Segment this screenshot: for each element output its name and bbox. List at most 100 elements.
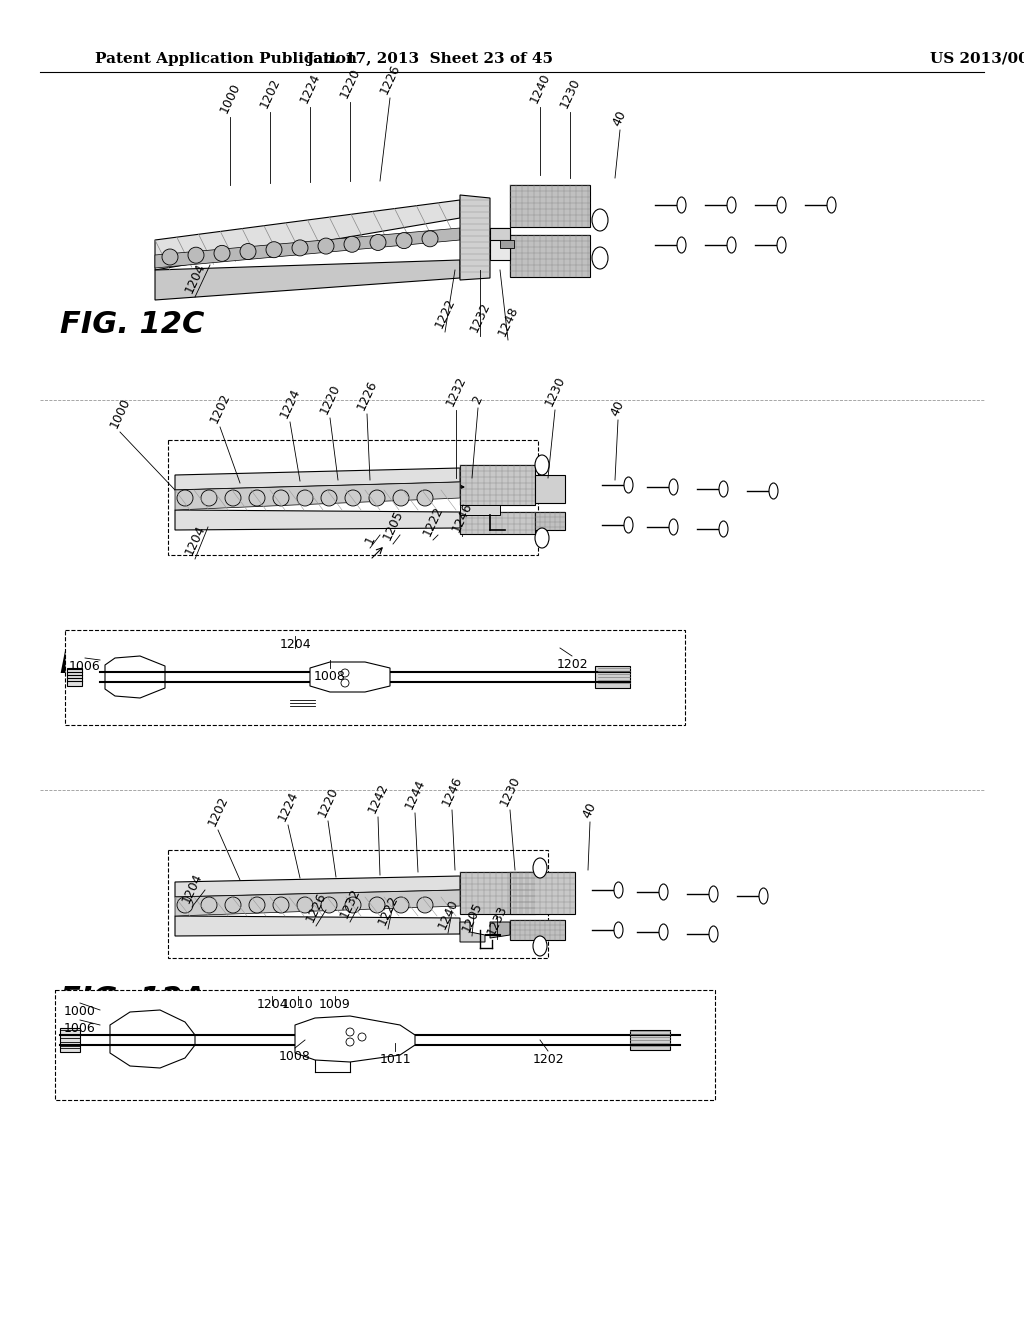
Circle shape <box>341 678 349 686</box>
Bar <box>510 920 565 940</box>
Ellipse shape <box>727 238 736 253</box>
Polygon shape <box>295 1016 415 1063</box>
Circle shape <box>249 490 265 506</box>
Text: 1224: 1224 <box>278 385 302 420</box>
Text: FIG. 12C: FIG. 12C <box>60 310 205 339</box>
Text: 1202: 1202 <box>208 391 232 425</box>
Bar <box>55 990 715 1100</box>
Polygon shape <box>155 260 460 300</box>
Bar <box>60 1028 80 1052</box>
Text: 1008: 1008 <box>280 1049 311 1063</box>
Bar <box>490 228 510 240</box>
Text: 40: 40 <box>610 108 629 128</box>
Bar <box>535 475 565 503</box>
Text: US 2013/0018459 A1: US 2013/0018459 A1 <box>930 51 1024 66</box>
Circle shape <box>345 490 361 506</box>
Circle shape <box>225 898 241 913</box>
Text: FIG. 12B: FIG. 12B <box>60 649 205 678</box>
Circle shape <box>370 235 386 251</box>
Circle shape <box>345 898 361 913</box>
Ellipse shape <box>624 477 633 492</box>
Text: 1204: 1204 <box>280 638 311 651</box>
Bar <box>510 235 590 277</box>
Text: 1246: 1246 <box>439 774 465 808</box>
Circle shape <box>341 669 349 677</box>
Circle shape <box>201 490 217 506</box>
Circle shape <box>417 898 433 913</box>
Polygon shape <box>155 201 460 271</box>
Circle shape <box>177 898 193 913</box>
Circle shape <box>346 1028 354 1036</box>
Text: 1220: 1220 <box>338 66 362 100</box>
Circle shape <box>318 238 334 253</box>
Polygon shape <box>310 663 390 692</box>
Circle shape <box>369 898 385 913</box>
Text: 1: 1 <box>362 533 378 546</box>
Polygon shape <box>155 228 460 268</box>
Circle shape <box>358 1034 366 1041</box>
Circle shape <box>188 247 204 263</box>
Text: 1240: 1240 <box>435 896 461 931</box>
Circle shape <box>214 246 230 261</box>
Text: 1222: 1222 <box>432 296 458 330</box>
Ellipse shape <box>709 927 718 942</box>
Text: 1204: 1204 <box>182 523 208 557</box>
Circle shape <box>273 490 289 506</box>
Polygon shape <box>490 921 510 939</box>
Text: 1224: 1224 <box>275 789 301 822</box>
Ellipse shape <box>614 921 623 939</box>
Text: 1006: 1006 <box>65 1022 96 1035</box>
Polygon shape <box>175 916 460 936</box>
Text: 1224: 1224 <box>297 71 323 106</box>
Circle shape <box>292 240 308 256</box>
Ellipse shape <box>592 247 608 269</box>
Text: 1008: 1008 <box>314 671 346 682</box>
Ellipse shape <box>777 238 786 253</box>
Text: 1240: 1240 <box>527 71 553 106</box>
Ellipse shape <box>677 197 686 213</box>
Ellipse shape <box>669 519 678 535</box>
Text: 2: 2 <box>470 393 485 407</box>
Text: FIG. 12A: FIG. 12A <box>60 985 206 1014</box>
Ellipse shape <box>659 884 668 900</box>
Text: 1010: 1010 <box>283 998 314 1011</box>
Text: 1000: 1000 <box>65 1005 96 1018</box>
Bar <box>460 873 535 913</box>
Ellipse shape <box>727 197 736 213</box>
Text: 1226: 1226 <box>303 890 329 924</box>
Bar <box>490 228 510 260</box>
Text: 1232: 1232 <box>467 300 493 334</box>
Circle shape <box>225 490 241 506</box>
Polygon shape <box>105 656 165 698</box>
Bar <box>630 1030 670 1049</box>
Ellipse shape <box>535 455 549 475</box>
Ellipse shape <box>827 197 836 213</box>
Ellipse shape <box>535 528 549 548</box>
Text: 1205: 1205 <box>380 508 406 543</box>
Bar <box>500 240 514 248</box>
Ellipse shape <box>614 882 623 898</box>
Text: 1202: 1202 <box>556 657 588 671</box>
Ellipse shape <box>719 480 728 498</box>
Text: 1011: 1011 <box>379 1053 411 1067</box>
Text: 1244: 1244 <box>402 777 428 810</box>
Circle shape <box>393 490 409 506</box>
Polygon shape <box>175 510 460 531</box>
Polygon shape <box>175 482 460 510</box>
Text: 1242: 1242 <box>366 781 390 814</box>
Circle shape <box>297 490 313 506</box>
Text: 1222: 1222 <box>376 892 400 927</box>
Text: 1009: 1009 <box>319 998 351 1011</box>
Polygon shape <box>460 921 485 942</box>
Circle shape <box>417 490 433 506</box>
Bar <box>460 465 535 506</box>
Ellipse shape <box>719 521 728 537</box>
Ellipse shape <box>669 479 678 495</box>
Polygon shape <box>460 195 490 280</box>
Text: 1233: 1233 <box>484 903 510 937</box>
Text: 1232: 1232 <box>443 374 469 408</box>
Circle shape <box>266 242 282 257</box>
Circle shape <box>249 898 265 913</box>
Circle shape <box>321 490 337 506</box>
Circle shape <box>273 898 289 913</box>
